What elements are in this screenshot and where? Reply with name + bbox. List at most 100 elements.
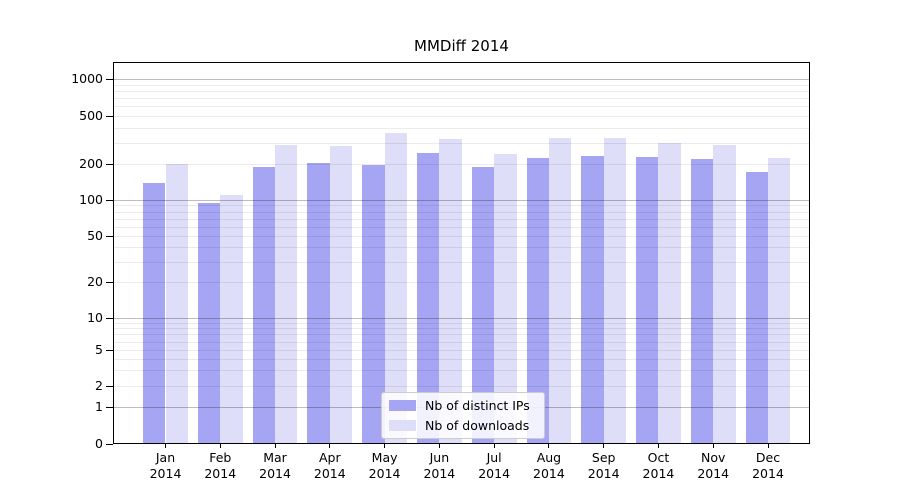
gridline-minor [114, 247, 809, 249]
x-label-month: May [371, 450, 398, 465]
x-label-year: 2014 [149, 466, 182, 481]
x-axis-tick [493, 444, 495, 448]
bar-downloads [494, 154, 517, 444]
gridline-minor [114, 334, 809, 336]
legend-label-downloads: Nb of downloads [425, 418, 530, 433]
y-axis-tick-label: 10 [87, 310, 103, 325]
y-axis-tick [106, 386, 113, 387]
bar-downloads [603, 137, 627, 444]
x-axis-tick [219, 444, 221, 448]
bar-downloads [165, 164, 188, 444]
x-axis-tick [384, 444, 386, 448]
x-axis-tick-label: Jul 2014 [462, 450, 526, 482]
x-axis-tick [712, 444, 714, 448]
x-label-month: Jan [155, 450, 176, 465]
gridline-minor [114, 98, 809, 100]
x-label-month: Mar [263, 450, 287, 465]
y-axis-tick [106, 318, 113, 319]
gridline-minor [114, 106, 809, 108]
x-axis-tick [767, 444, 769, 448]
x-axis-tick-label: Jan 2014 [134, 450, 198, 482]
gridline-minor [114, 205, 809, 207]
bar-downloads [384, 133, 407, 444]
x-label-month: Aug [536, 450, 562, 465]
y-axis-tick-label: 50 [87, 228, 103, 243]
gridline-minor [114, 236, 809, 237]
bar-distinct-ips [197, 202, 221, 444]
y-axis-tick [106, 200, 113, 201]
gridline-minor [114, 211, 809, 213]
y-axis-tick-label: 1 [95, 399, 103, 414]
gridline-minor [114, 218, 809, 220]
legend-label-distinct-ips: Nb of distinct IPs [425, 398, 530, 413]
y-axis-tick [106, 443, 113, 445]
legend: Nb of distinct IPs Nb of downloads [381, 392, 545, 439]
gridline-minor [114, 341, 809, 343]
y-axis-tick [106, 79, 113, 80]
x-axis-tick-label: Dec 2014 [736, 450, 800, 482]
x-label-year: 2014 [368, 466, 401, 481]
bar-downloads [439, 139, 462, 444]
bar-downloads [658, 142, 681, 444]
bar-distinct-ips [690, 159, 714, 444]
bar-distinct-ips [526, 157, 549, 444]
x-axis-tick-label: Sep 2014 [572, 450, 636, 482]
gridline-major [114, 200, 809, 201]
x-label-year: 2014 [752, 466, 784, 481]
bar-distinct-ips [143, 182, 166, 444]
gridline-minor [114, 116, 809, 117]
x-axis-tick-label: Apr 2014 [298, 450, 362, 482]
bar-distinct-ips [307, 162, 330, 444]
bar-downloads [275, 144, 298, 444]
y-axis-tick-label: 100 [79, 192, 103, 207]
x-label-year: 2014 [313, 466, 346, 481]
x-label-year: 2014 [478, 466, 511, 481]
gridline-minor [114, 90, 809, 92]
x-label-month: Apr [319, 450, 341, 465]
y-axis-tick [106, 282, 113, 283]
x-axis-tick [548, 444, 550, 448]
gridline-minor [114, 127, 809, 129]
bar-distinct-ips [416, 153, 440, 444]
x-label-year: 2014 [697, 466, 730, 481]
x-label-month: Feb [209, 450, 232, 465]
bar-downloads [220, 195, 243, 444]
plot-border [113, 62, 810, 444]
x-axis-tick [603, 444, 605, 448]
bar-downloads [768, 157, 791, 444]
y-axis-tick [106, 407, 113, 408]
x-label-year: 2014 [204, 466, 237, 481]
bar-distinct-ips [362, 165, 385, 444]
y-axis-tick [106, 116, 113, 117]
bar-distinct-ips [581, 155, 604, 444]
x-axis-tick [165, 444, 166, 448]
gridline-major [114, 79, 809, 80]
x-axis-tick-label: Oct 2014 [626, 450, 690, 482]
gridline-minor [114, 142, 809, 144]
gridline-minor [114, 322, 809, 324]
bar-distinct-ips [745, 172, 768, 444]
y-axis-tick [106, 164, 113, 165]
gridline-minor [114, 226, 809, 228]
gridline-minor [114, 261, 809, 263]
bar-distinct-ips [252, 166, 276, 444]
bar-distinct-ips [471, 166, 495, 444]
y-axis-tick-label: 2 [95, 378, 103, 393]
x-axis-tick [657, 444, 659, 448]
legend-swatch-distinct-ips [389, 400, 416, 411]
gridline-minor [114, 350, 809, 351]
gridline-minor [114, 370, 809, 372]
y-axis-tick-label: 5 [95, 342, 103, 357]
x-axis-tick-label: Mar 2014 [243, 450, 307, 482]
bar-downloads [329, 146, 353, 444]
x-axis-tick-label: May 2014 [353, 450, 417, 482]
x-label-month: Nov [701, 450, 726, 465]
x-axis-tick-label: Feb 2014 [188, 450, 252, 482]
y-axis-tick-label: 500 [79, 108, 103, 123]
x-label-year: 2014 [533, 466, 565, 481]
y-axis-tick [106, 350, 113, 351]
x-axis-tick [438, 444, 440, 448]
x-label-year: 2014 [642, 466, 675, 481]
gridline-minor [114, 328, 809, 330]
x-axis-tick [329, 444, 331, 448]
